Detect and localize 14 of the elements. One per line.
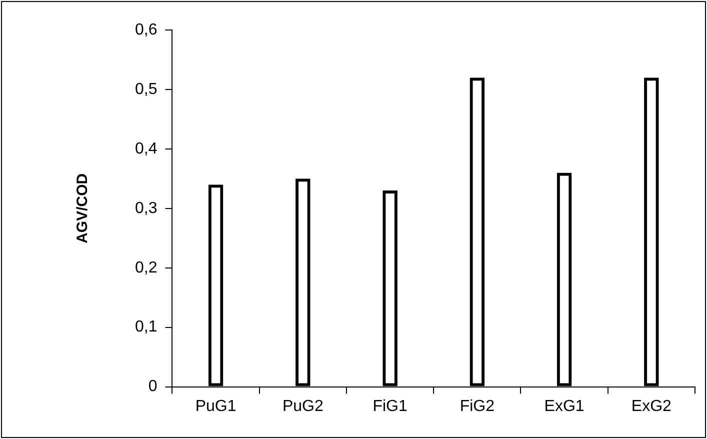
y-tick-label: 0,5: [134, 80, 158, 98]
y-tick-label: 0,3: [134, 200, 158, 217]
y-axis-title: AGV/COD: [74, 173, 92, 244]
x-tick-label: FiG1: [372, 398, 408, 415]
y-tick-label: 0,4: [134, 140, 158, 158]
x-tick-label: FiG2: [460, 398, 495, 415]
y-tick-label: 0: [148, 378, 158, 396]
x-tick-label: PuG1: [195, 398, 236, 415]
y-tick-label: 0,1: [134, 318, 158, 336]
x-tick-label: ExG2: [631, 398, 672, 415]
x-tick-label: ExG1: [544, 398, 584, 415]
y-tick-label: 0,6: [134, 21, 158, 38]
y-tick-label: 0,2: [134, 259, 158, 276]
x-tick-label: PuG2: [282, 398, 324, 415]
